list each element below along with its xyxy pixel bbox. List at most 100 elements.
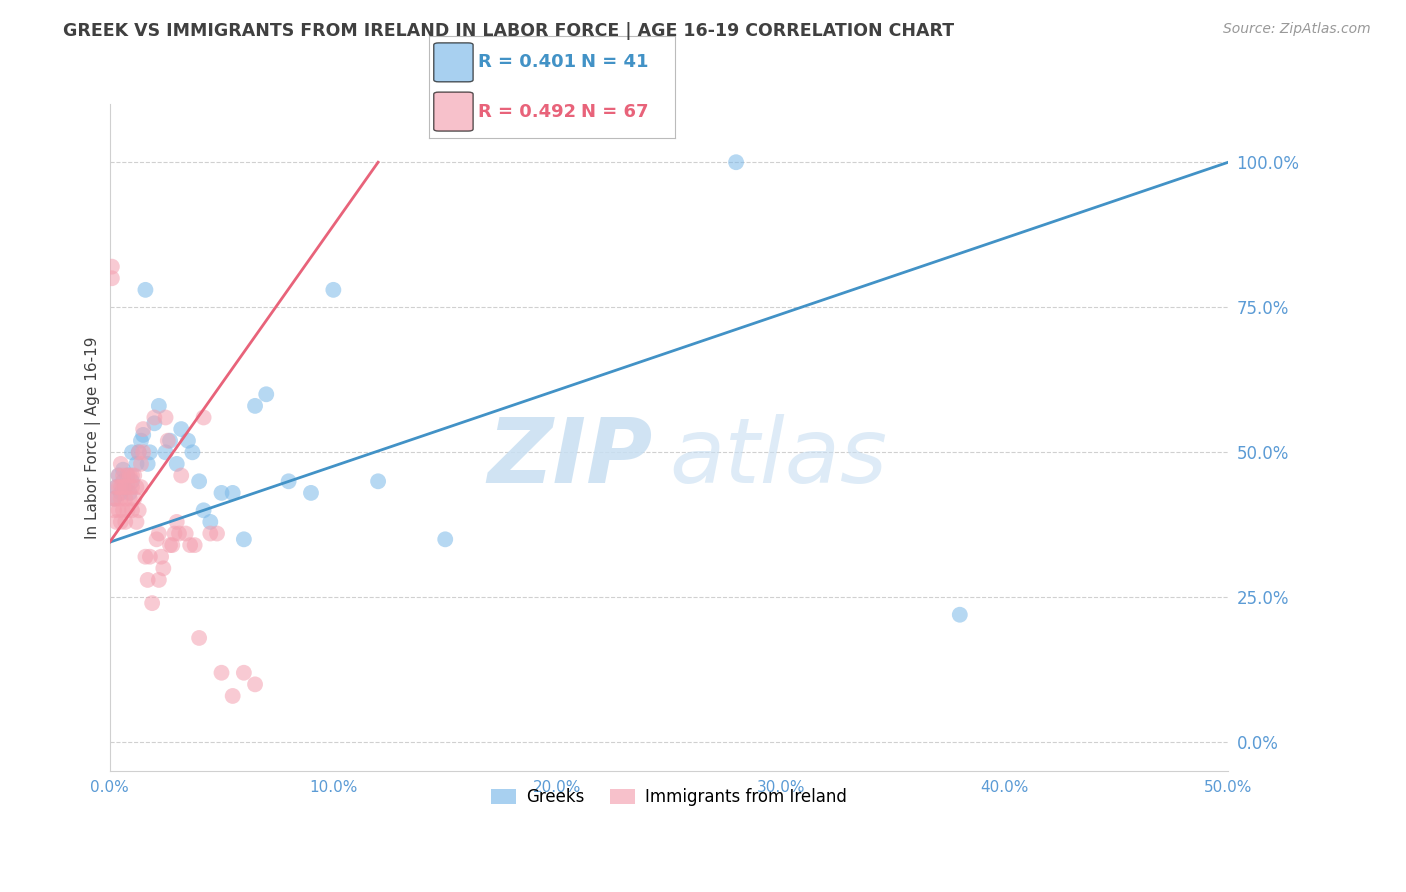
Point [105, 515, 128, 529]
Point [193, 503, 215, 517]
Text: Source: ZipAtlas.com: Source: ZipAtlas.com [1223, 22, 1371, 37]
Point [277, 475, 299, 489]
Point [128, 445, 150, 459]
Point [193, 410, 215, 425]
Point [128, 445, 150, 459]
Point [200, 515, 222, 529]
Y-axis label: In Labor Force | Age 16-19: In Labor Force | Age 16-19 [86, 336, 101, 539]
Point [112, 463, 135, 477]
Text: atlas: atlas [669, 414, 887, 502]
Text: R = 0.401: R = 0.401 [478, 54, 576, 71]
Point [107, 468, 129, 483]
Point [118, 468, 141, 483]
Point [121, 503, 143, 517]
Point [162, 538, 184, 552]
Point [211, 665, 233, 680]
Point [117, 503, 139, 517]
Point [101, 271, 124, 285]
Point [725, 155, 748, 169]
Point [112, 475, 135, 489]
Point [114, 491, 136, 506]
Point [156, 434, 179, 448]
Legend: Greeks, Immigrants from Ireland: Greeks, Immigrants from Ireland [485, 781, 853, 814]
Text: GREEK VS IMMIGRANTS FROM IRELAND IN LABOR FORCE | AGE 16-19 CORRELATION CHART: GREEK VS IMMIGRANTS FROM IRELAND IN LABO… [63, 22, 955, 40]
Point [949, 607, 972, 622]
Text: ZIP: ZIP [486, 414, 652, 502]
Point [136, 457, 159, 471]
Point [170, 422, 193, 436]
Point [159, 538, 181, 552]
Point [243, 677, 266, 691]
Point [129, 480, 152, 494]
Point [159, 434, 181, 448]
Point [118, 491, 141, 506]
Point [139, 445, 162, 459]
Point [155, 410, 177, 425]
Point [139, 549, 162, 564]
Point [129, 457, 152, 471]
Point [134, 549, 156, 564]
Point [166, 457, 188, 471]
Point [155, 445, 177, 459]
Point [243, 399, 266, 413]
Point [200, 526, 222, 541]
Point [125, 480, 148, 494]
Point [166, 515, 188, 529]
Point [163, 526, 186, 541]
Point [125, 457, 148, 471]
Point [105, 480, 128, 494]
Point [221, 689, 243, 703]
Point [148, 399, 170, 413]
Point [114, 480, 136, 494]
Point [152, 561, 174, 575]
Point [367, 475, 389, 489]
Point [121, 468, 143, 483]
Point [112, 468, 135, 483]
Point [148, 573, 170, 587]
Point [145, 533, 167, 547]
Point [183, 538, 205, 552]
Point [254, 387, 277, 401]
Point [211, 486, 233, 500]
Point [110, 515, 132, 529]
Point [103, 491, 125, 506]
Point [148, 526, 170, 541]
Point [174, 526, 197, 541]
Point [118, 486, 141, 500]
Point [110, 457, 132, 471]
Point [101, 260, 124, 274]
Point [114, 480, 136, 494]
Point [232, 533, 254, 547]
Point [110, 486, 132, 500]
Point [129, 434, 152, 448]
Point [103, 503, 125, 517]
Point [188, 631, 211, 645]
Point [105, 480, 128, 494]
Point [181, 445, 204, 459]
Point [177, 434, 200, 448]
Point [121, 480, 143, 494]
Point [132, 445, 155, 459]
Point [117, 468, 139, 483]
Point [322, 283, 344, 297]
Point [122, 491, 145, 506]
Point [136, 573, 159, 587]
Point [132, 422, 155, 436]
Point [114, 515, 136, 529]
Point [143, 417, 166, 431]
Point [110, 491, 132, 506]
Point [150, 549, 173, 564]
Point [232, 665, 254, 680]
Point [112, 503, 135, 517]
Point [117, 480, 139, 494]
Point [107, 468, 129, 483]
Point [125, 515, 148, 529]
Text: R = 0.492: R = 0.492 [478, 103, 576, 120]
Point [179, 538, 201, 552]
Text: N = 67: N = 67 [582, 103, 650, 120]
Point [107, 503, 129, 517]
Point [299, 486, 322, 500]
Point [434, 533, 457, 547]
Point [167, 526, 190, 541]
Point [132, 428, 155, 442]
